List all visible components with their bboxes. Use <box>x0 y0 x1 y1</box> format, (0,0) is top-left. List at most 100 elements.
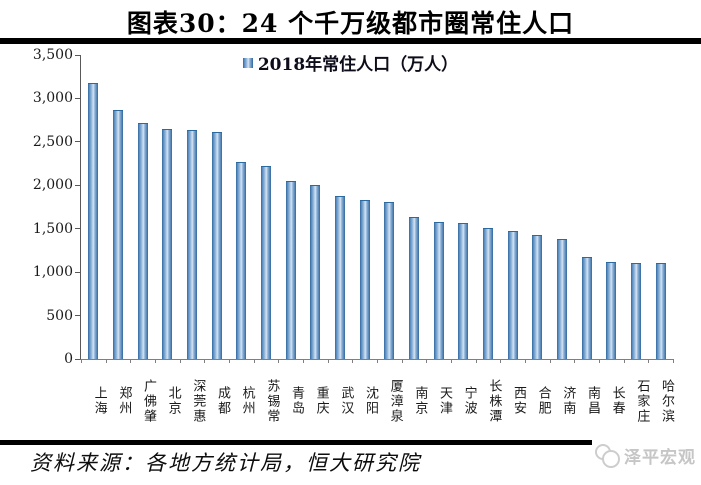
y-axis-label: 3,000 <box>32 90 73 107</box>
bar-slot <box>254 55 279 359</box>
x-axis-tick <box>426 359 428 363</box>
x-axis-tick <box>525 359 526 363</box>
y-axis-label: 500 <box>46 307 73 324</box>
x-axis-tick <box>475 359 477 363</box>
x-axis-tick <box>377 359 378 363</box>
bar <box>655 263 666 359</box>
x-axis-tick <box>500 359 502 363</box>
x-axis-label: 长春 <box>609 386 625 416</box>
x-axis-tick <box>229 359 230 363</box>
bar <box>211 132 222 359</box>
bar <box>112 109 123 359</box>
bar-slot <box>476 55 501 359</box>
x-axis-tick <box>278 359 280 363</box>
x-axis-label: 石家庄 <box>634 378 650 424</box>
x-axis-label: 上海 <box>91 386 107 416</box>
bar <box>532 234 543 359</box>
bar-slot <box>599 55 624 359</box>
bar-slot <box>525 55 550 359</box>
bar-slot <box>500 55 525 359</box>
x-axis-label: 北京 <box>165 386 181 416</box>
y-axis-label: 1,000 <box>32 264 73 281</box>
y-axis-label: 1,500 <box>32 220 73 237</box>
y-axis-tick <box>75 271 80 273</box>
x-axis-tick <box>179 359 181 363</box>
x-axis-label: 深莞惠 <box>190 378 206 424</box>
bar-slot <box>328 55 353 359</box>
y-axis-tick <box>75 141 80 143</box>
x-axis-tick <box>352 359 354 363</box>
bar <box>310 185 321 359</box>
bar <box>260 166 271 359</box>
bar <box>186 129 197 359</box>
bar-slot <box>81 55 106 359</box>
bar <box>162 128 173 359</box>
bottom-divider <box>0 440 592 445</box>
bar-slot <box>229 55 254 359</box>
x-axis-tick <box>253 359 255 363</box>
bar-slot <box>451 55 476 359</box>
x-axis-label: 厦漳泉 <box>387 378 403 424</box>
chart-title: 图表30：24 个千万级都市圈常住人口 <box>126 9 575 38</box>
bar-slot <box>352 55 377 359</box>
source-note: 资料来源：各地方统计局，恒大研究院 <box>30 451 421 475</box>
x-axis-label: 武汉 <box>338 386 354 416</box>
bar <box>384 201 395 359</box>
x-axis-label: 沈阳 <box>362 386 378 416</box>
bar <box>334 196 345 359</box>
x-axis-label: 郑州 <box>116 386 132 416</box>
bar <box>507 231 518 359</box>
x-axis-label: 宁波 <box>461 386 477 416</box>
x-axis-label: 哈尔滨 <box>658 378 674 424</box>
bar <box>458 223 469 359</box>
bar-slot <box>426 55 451 359</box>
bar-slot <box>574 55 599 359</box>
x-axis-tick <box>599 359 600 363</box>
bar-slot <box>303 55 328 359</box>
x-axis-label: 重庆 <box>313 386 329 416</box>
bar-slot <box>278 55 303 359</box>
bar <box>482 227 493 359</box>
bar-slot <box>106 55 131 359</box>
y-axis-label: 3,500 <box>32 47 73 63</box>
y-axis-label: 2,500 <box>32 133 73 150</box>
y-axis-tick <box>75 315 80 317</box>
x-axis-tick <box>549 359 551 363</box>
plot-area: 0 500 1,000 1,500 2,000 2,500 3,000 3,500 上海 郑州 广佛… <box>33 47 674 424</box>
x-axis-label: 南昌 <box>584 386 600 416</box>
x-axis-label: 青岛 <box>288 386 304 416</box>
legend: 2018年常住人口（万人） <box>0 50 701 75</box>
x-axis-tick <box>673 359 674 363</box>
x-axis-tick <box>648 359 650 363</box>
watermark: 泽平宏观 <box>593 441 698 470</box>
bar <box>408 217 419 359</box>
bar-slot <box>204 55 229 359</box>
x-axis-tick <box>105 359 107 363</box>
x-axis-label: 南京 <box>412 386 428 416</box>
x-axis-tick <box>401 359 403 363</box>
bar <box>606 262 617 359</box>
x-axis-tick <box>451 359 452 363</box>
bar-slot <box>377 55 402 359</box>
x-axis-label: 长株潭 <box>486 378 502 424</box>
x-axis-label: 天津 <box>436 386 452 416</box>
bar <box>236 161 247 359</box>
bar <box>581 257 592 359</box>
bar-slot <box>550 55 575 359</box>
legend-label: 2018年常住人口（万人） <box>257 55 459 75</box>
legend-marker-icon <box>242 57 253 68</box>
y-axis-tick <box>75 228 80 230</box>
bar-slot <box>180 55 205 359</box>
x-axis-tick <box>327 359 329 363</box>
bar <box>556 239 567 359</box>
x-axis-label: 西安 <box>510 386 526 416</box>
x-axis-label: 杭州 <box>239 386 255 416</box>
x-axis-label: 济南 <box>560 386 576 416</box>
bar-slot <box>648 55 673 359</box>
x-axis-tick <box>204 359 206 363</box>
x-axis-tick <box>130 359 132 363</box>
x-axis-tick <box>574 359 576 363</box>
x-axis-label: 苏锡常 <box>264 378 280 424</box>
x-axis-label: 广佛肇 <box>140 378 156 424</box>
y-axis-tick <box>75 54 80 56</box>
